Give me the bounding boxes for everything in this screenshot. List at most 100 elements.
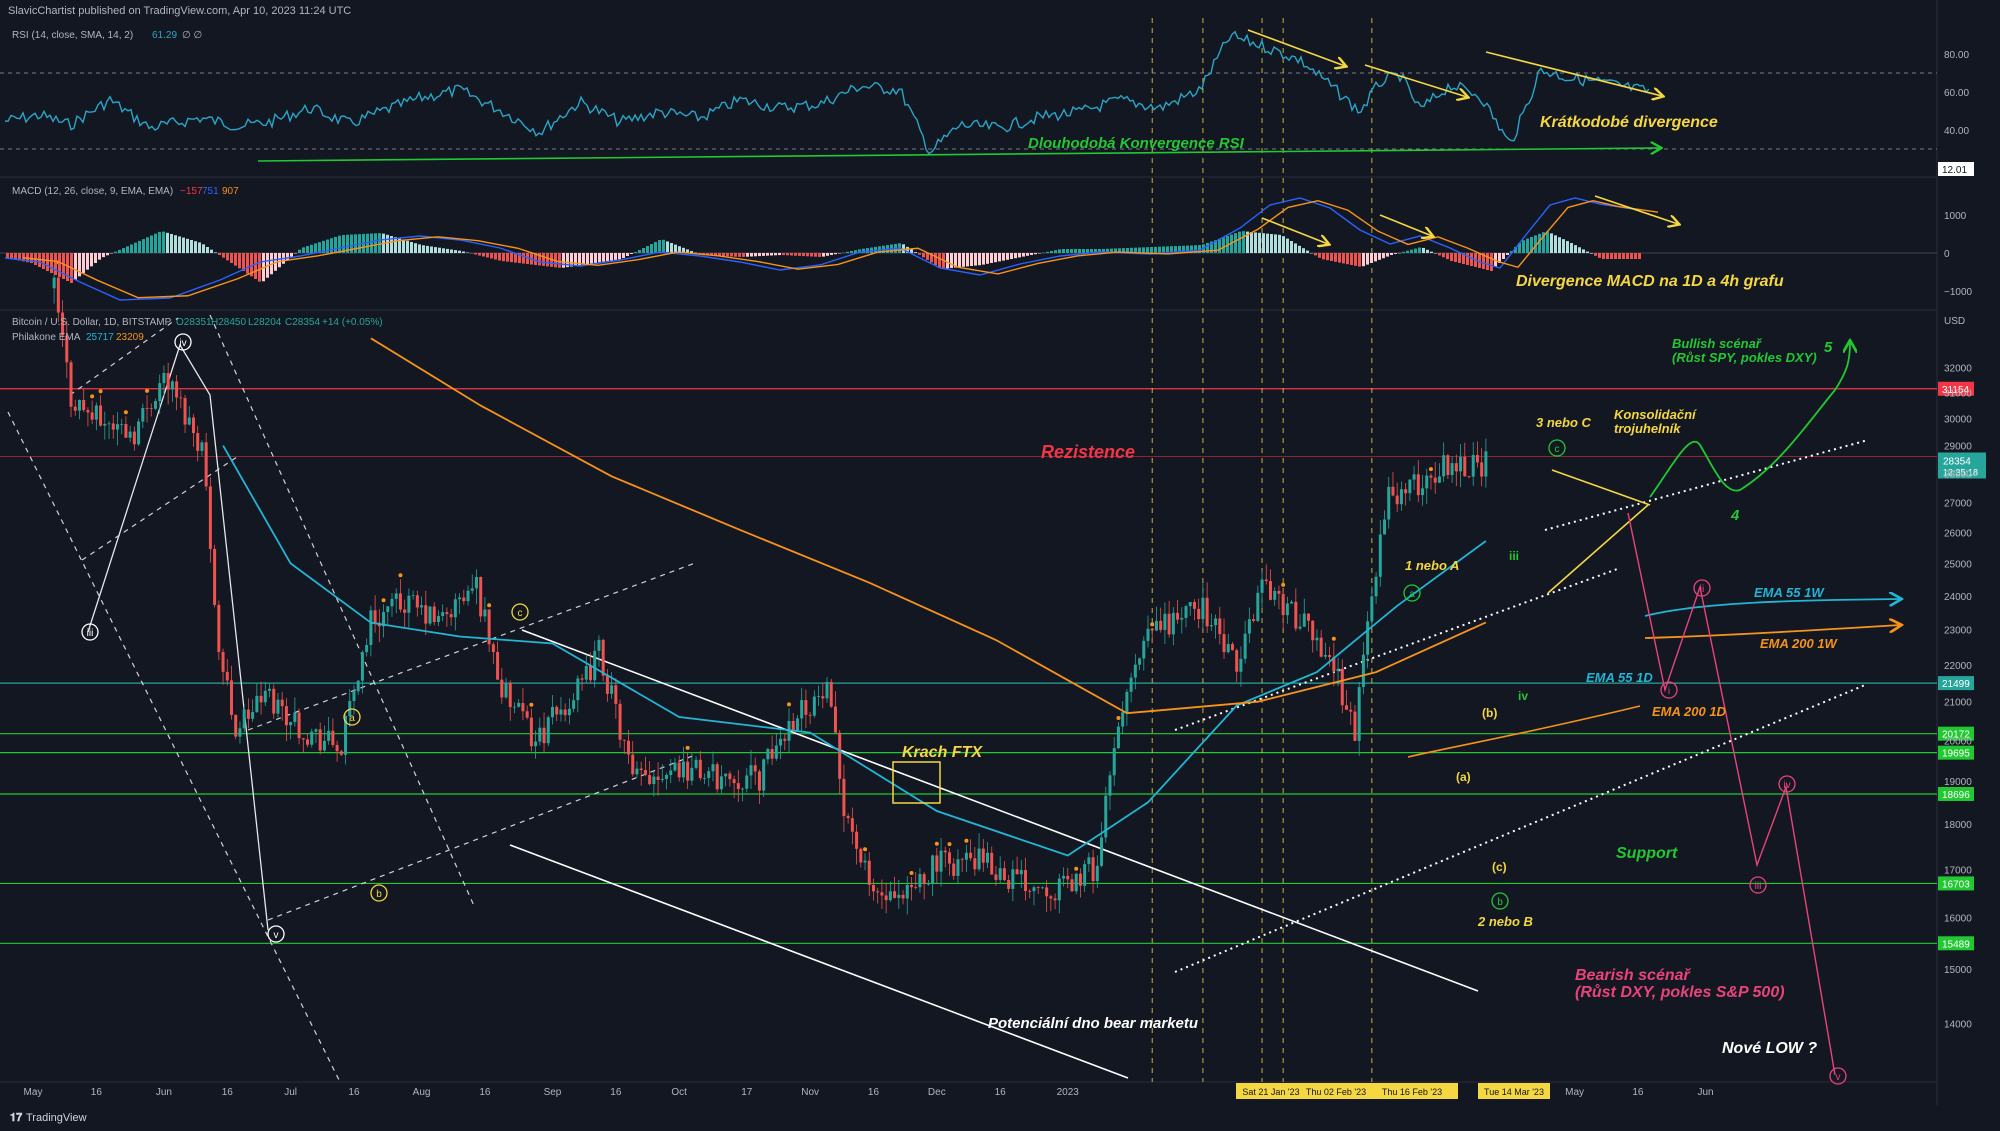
- macd-histogram-bar: [1262, 233, 1265, 253]
- macd-histogram-bar: [478, 253, 481, 256]
- candle-body: [1395, 495, 1399, 505]
- candle-body: [61, 312, 65, 336]
- macd-histogram-bar: [202, 244, 205, 253]
- macd-histogram-bar: [994, 253, 997, 263]
- signal-dot: [787, 702, 792, 707]
- candle-body: [926, 883, 930, 885]
- macd-signal-line: [22, 200, 1659, 299]
- macd-histogram-bar: [150, 235, 153, 253]
- price-level-label: 15489: [1942, 939, 1970, 950]
- wave-circle: [1660, 681, 1678, 699]
- ohlc-high: H28450: [211, 317, 246, 328]
- signal-dot: [529, 702, 534, 707]
- macd-histogram-bar: [1382, 253, 1385, 259]
- macd-histogram-bar: [1294, 243, 1297, 253]
- rsi-divergence-arrow: [1247, 29, 1345, 66]
- candle-body: [973, 858, 977, 870]
- macd-histogram-bar: [730, 253, 733, 257]
- macd-histogram-bar: [674, 244, 677, 253]
- candle-body: [386, 606, 390, 613]
- price-level-tag: [1938, 786, 1974, 801]
- candle-body: [208, 486, 212, 549]
- macd-histogram-bar: [1378, 253, 1381, 260]
- candle-body: [1353, 711, 1357, 741]
- macd-histogram-bar: [594, 253, 597, 263]
- macd-histogram-bar: [334, 236, 337, 253]
- ascending-channel-upper: [1544, 439, 1869, 531]
- macd-histogram-bar: [814, 253, 817, 257]
- candle-body: [1154, 620, 1158, 631]
- macd-histogram-bar: [1602, 253, 1605, 259]
- wave-circle: [1548, 439, 1566, 457]
- candle-body: [1268, 581, 1272, 600]
- candle-body: [1311, 620, 1315, 641]
- candle-body: [1450, 463, 1454, 476]
- candle-body: [563, 709, 567, 716]
- wave-circle: [1693, 579, 1711, 597]
- macd-histogram-bar: [1638, 253, 1641, 259]
- macd-histogram-bar: [1386, 253, 1389, 257]
- candle-body: [1454, 463, 1458, 472]
- candle-body: [1281, 593, 1285, 616]
- macd-histogram-bar: [1410, 249, 1413, 253]
- candle-body: [732, 779, 736, 784]
- candle-body: [276, 699, 280, 714]
- macd-histogram-bar: [90, 253, 93, 267]
- candle-body: [1340, 668, 1344, 706]
- macd-histogram-bar: [1014, 253, 1017, 259]
- macd-histogram-bar: [166, 232, 169, 253]
- macd-histogram-bar: [602, 253, 605, 262]
- macd-histogram-bar: [118, 249, 121, 253]
- candle-body: [128, 431, 132, 438]
- candle-body: [770, 748, 774, 759]
- macd-histogram-bar: [1538, 233, 1541, 253]
- candle-body: [947, 852, 951, 864]
- macd-histogram-bar: [1446, 253, 1449, 260]
- candle-body: [1053, 898, 1057, 901]
- candle-body: [1399, 489, 1403, 505]
- candle-body: [56, 277, 60, 313]
- candle-body: [1095, 865, 1099, 882]
- price-tick-label: 18000: [1944, 820, 1972, 831]
- macd-histogram-bar: [1186, 245, 1189, 253]
- price-tick-label: 19000: [1944, 777, 1972, 788]
- candle-body: [424, 605, 428, 624]
- macd-histogram-bar: [1330, 253, 1333, 261]
- macd-histogram-bar: [450, 249, 453, 253]
- price-tick-label: 20000: [1944, 736, 1972, 747]
- macd-histogram-bar: [378, 233, 381, 253]
- macd-histogram-bar: [1374, 253, 1377, 262]
- signal-dot: [863, 847, 868, 852]
- macd-histogram-bar: [1354, 253, 1357, 266]
- signal-dot: [1428, 467, 1433, 472]
- macd-label: MACD (12, 26, close, 9, EMA, EMA): [12, 186, 173, 197]
- dashed-channel: [267, 754, 696, 921]
- macd-histogram-bar: [422, 245, 425, 253]
- wave-circle: [81, 623, 99, 641]
- ema200-1d-line: [370, 337, 1487, 715]
- candle-body: [1408, 479, 1412, 494]
- macd-histogram-bar: [182, 237, 185, 253]
- candle-body: [1214, 618, 1218, 626]
- macd-histogram-bar: [1206, 242, 1209, 253]
- rsi-current-label: 12.01: [1942, 165, 1967, 176]
- macd-histogram-bar: [946, 253, 949, 269]
- macd-histogram-bar: [834, 253, 837, 255]
- candle-body: [1391, 486, 1395, 496]
- candle-body: [741, 788, 745, 790]
- macd-histogram-bar: [1458, 253, 1461, 263]
- macd-v3: 907: [222, 186, 239, 197]
- candle-body: [1197, 608, 1201, 620]
- candle-body: [534, 741, 538, 747]
- time-tick-label: 16: [610, 1087, 622, 1098]
- candle-body: [94, 405, 98, 420]
- candlesticks: [52, 260, 1488, 915]
- candle-body: [1256, 592, 1260, 621]
- candle-body: [703, 777, 707, 779]
- macd-histogram-bar: [794, 253, 797, 256]
- macd-histogram-bar: [606, 253, 609, 262]
- candle-body: [610, 685, 614, 694]
- macd-histogram-bar: [1170, 246, 1173, 253]
- macd-histogram-bar: [1326, 253, 1329, 261]
